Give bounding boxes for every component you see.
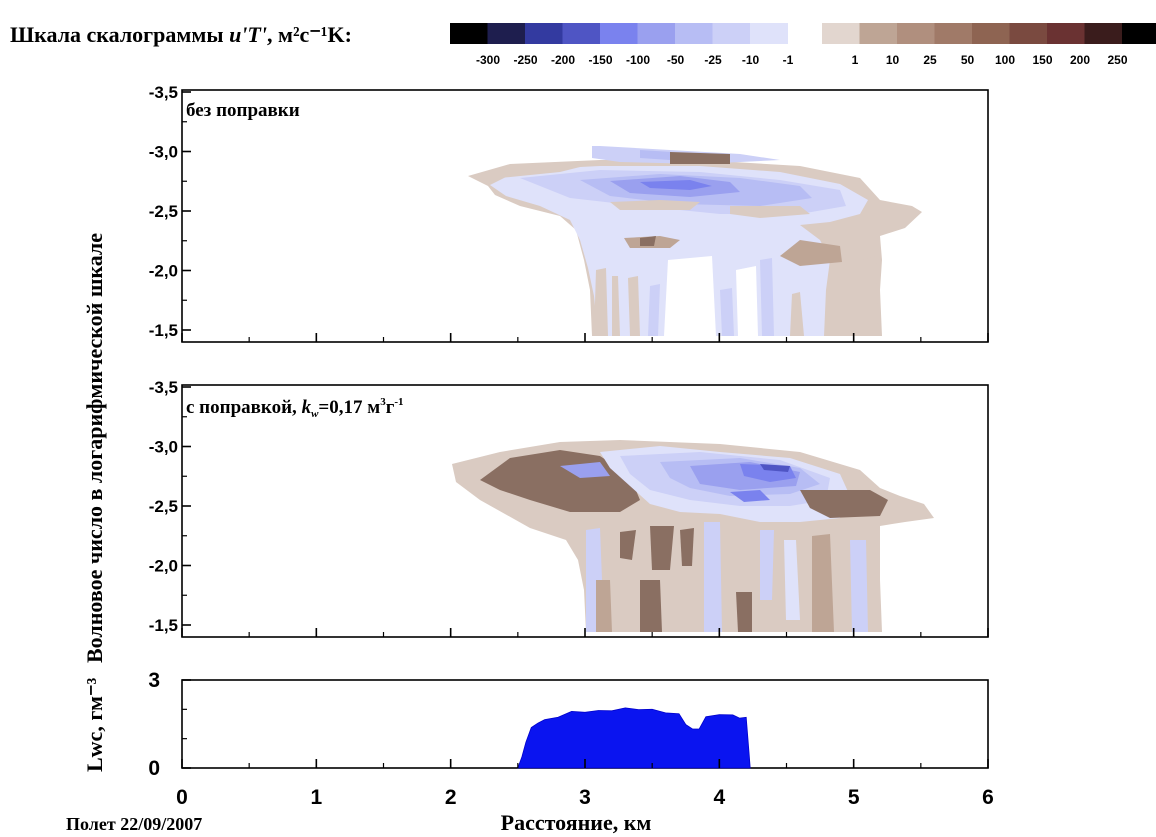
panel2-annotation-value: =0,17 м <box>318 397 380 418</box>
colorbar-pos-label: 25 <box>923 53 937 67</box>
colorbar-pos-label: 200 <box>1070 53 1090 67</box>
x-tick-label: 3 <box>579 786 591 809</box>
colorbar-neg-label: -100 <box>626 53 650 67</box>
colorbar-pos-label: 1 <box>852 53 859 67</box>
x-tick-label: 6 <box>982 786 994 809</box>
lwc-y-tick-label: 3 <box>148 669 160 692</box>
y-tick-label: -3,0 <box>149 143 178 162</box>
y-tick-label: -1,5 <box>149 616 178 635</box>
colorbar-title-prefix: Шкала скалограммы <box>10 22 224 47</box>
colorbar-title-var: u'T' <box>229 22 267 47</box>
y-tick-label: -2,0 <box>149 557 178 576</box>
flight-date-note: Полет 22/09/2007 <box>66 814 202 834</box>
colorbar-pos-swatch <box>934 23 973 44</box>
colorbar-neg-label: -200 <box>551 53 575 67</box>
x-tick-labels: 0 1 2 3 4 5 6 <box>176 786 994 809</box>
panel-corrected: -3,5 -3,0 -2,5 -2,0 -1,5 с поправкой, kw=0,1… <box>149 378 989 638</box>
x-tick-label: 1 <box>310 786 322 809</box>
y-tick-label: -2,0 <box>149 262 178 281</box>
colorbar-pos-swatch <box>972 23 1010 44</box>
y-tick-label: -2,5 <box>149 497 178 516</box>
colorbar-pos-label: 100 <box>995 53 1015 67</box>
y-tick-label: -2,5 <box>149 202 178 221</box>
colorbar-pos-swatch <box>822 23 860 44</box>
panel2-annotation-mid: г <box>386 397 395 418</box>
panel2-axes: -3,5 -3,0 -2,5 -2,0 -1,5 <box>149 378 989 637</box>
colorbar-neg-swatch <box>637 23 676 44</box>
panel-lwc: 30 <box>148 669 989 780</box>
panel2-annotation: с поправкой, kw=0,17 м3г-1 <box>186 396 404 420</box>
colorbar-neg-swatch <box>487 23 526 44</box>
panel2-annotation-prefix: с поправкой, <box>186 397 302 418</box>
colorbar-neg-label: -150 <box>588 53 612 67</box>
colorbar-pos-label: 10 <box>886 53 900 67</box>
x-tick-label: 2 <box>445 786 457 809</box>
colorbar-negative: -300 -250 -200 -150 -100 -50 -25 -10 -1 <box>450 23 794 67</box>
panel1-annotation: без поправки <box>186 100 300 121</box>
lwc-y-tick-label: 0 <box>148 757 160 780</box>
panel-uncorrected: -3,5 -3,0 -2,5 -2,0 -1,5 без поправки <box>149 83 989 343</box>
panel2-annotation-var: k <box>302 397 312 418</box>
panel3-axes: 30 <box>148 669 989 780</box>
colorbar-pos-swatch <box>1047 23 1085 44</box>
colorbar-positive: 1 10 25 50 100 150 200 250 <box>822 23 1156 67</box>
panel2-annotation-sub: w <box>311 408 319 420</box>
colorbar-neg-swatch <box>712 23 751 44</box>
x-tick-label: 5 <box>848 786 860 809</box>
panel1-axes: -3,5 -3,0 -2,5 -2,0 -1,5 <box>149 83 989 342</box>
colorbar-neg-swatch <box>562 23 601 44</box>
colorbar-title-units: м²с⁻¹K: <box>278 22 352 47</box>
panel2-annotation-sup1: 3 <box>380 396 386 408</box>
colorbar-neg-label: -300 <box>476 53 500 67</box>
colorbar-pos-swatch <box>897 23 935 44</box>
x-axis-label: Расстояние, км <box>501 810 652 835</box>
colorbar-pos-swatch <box>1009 23 1048 44</box>
colorbar-pos-swatch <box>1084 23 1123 44</box>
x-tick-label: 4 <box>713 786 725 809</box>
colorbar-neg-label: -1 <box>783 53 794 67</box>
colorbar-neg-label: -250 <box>513 53 537 67</box>
x-tick-label: 0 <box>176 786 188 809</box>
y-tick-label: -3,5 <box>149 378 178 397</box>
y-tick-label: -3,0 <box>149 438 178 457</box>
colorbar-title: Шкала скалограммы u'T', м²с⁻¹K: <box>10 22 352 47</box>
colorbar-neg-swatch <box>450 23 488 44</box>
colorbar-neg-swatch <box>525 23 563 44</box>
colorbar-pos-label: 250 <box>1107 53 1127 67</box>
colorbar-pos-swatch <box>1122 23 1156 44</box>
panel1-contours <box>468 146 922 336</box>
colorbar-pos-swatch <box>859 23 898 44</box>
colorbar-neg-swatch <box>600 23 638 44</box>
colorbar-neg-swatch <box>675 23 713 44</box>
colorbar-neg-swatch <box>750 23 788 44</box>
panel2-contours <box>452 440 934 632</box>
y-tick-label: -1,5 <box>149 321 178 340</box>
lwc-ylabel: Lwc, гм⁻³ <box>82 677 107 772</box>
colorbar-pos-label: 50 <box>961 53 975 67</box>
colorbar-neg-label: -10 <box>742 53 760 67</box>
colorbar-pos-label: 150 <box>1032 53 1052 67</box>
y-tick-label: -3,5 <box>149 83 178 102</box>
contour-ylabel: Волновое число в логарифмической шкале <box>82 233 107 663</box>
colorbar-neg-label: -50 <box>667 53 685 67</box>
lwc-area <box>517 707 751 769</box>
panel2-annotation-sup2: -1 <box>394 396 403 408</box>
colorbar-neg-label: -25 <box>704 53 722 67</box>
